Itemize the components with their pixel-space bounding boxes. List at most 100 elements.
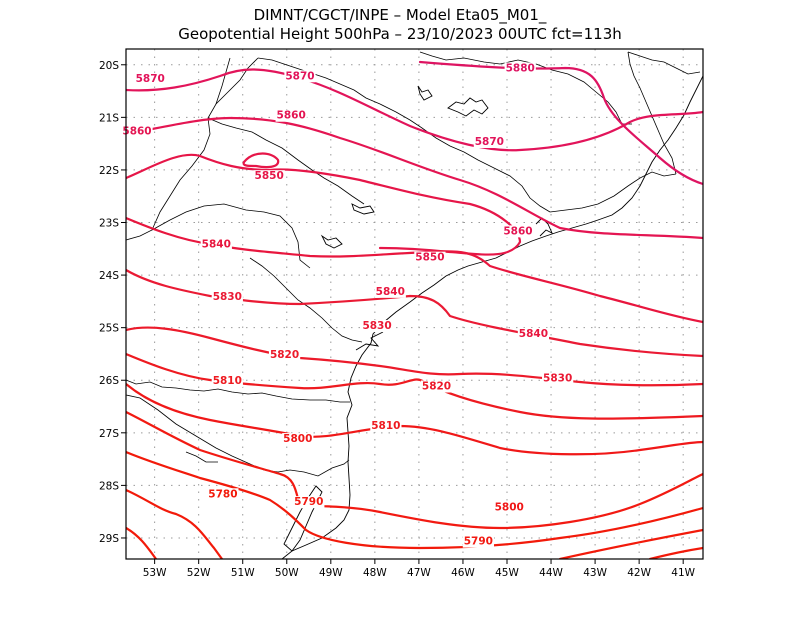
contour-label-background <box>473 136 505 149</box>
contour-label-background <box>361 320 393 333</box>
border-mg-rj <box>549 171 677 213</box>
contour-label-5810: 5810 <box>213 375 242 387</box>
contour-5860 <box>126 116 703 240</box>
contour-label-5830: 5830 <box>543 373 572 385</box>
lon-tick-label: 52W <box>187 567 211 579</box>
contour-label-5880: 5880 <box>506 62 535 74</box>
contour-label-background <box>200 238 232 251</box>
lon-tick-label: 46W <box>451 567 475 579</box>
contour-label-5780: 5780 <box>208 488 237 500</box>
contour-label-background <box>121 125 153 138</box>
contour-5760-east <box>648 546 703 559</box>
contour-5850-closed <box>242 152 280 169</box>
contour-label-5800: 5800 <box>495 501 524 513</box>
contour-5880 <box>418 60 703 186</box>
map-title-line-1: DIMNT/CGCT/INPE – Model Eta05_M01_ <box>254 6 547 25</box>
contour-label-5840: 5840 <box>519 328 548 340</box>
lon-tick-label: 51W <box>231 567 255 579</box>
reservoir-furnas <box>447 97 489 117</box>
contours <box>126 60 703 559</box>
lon-tick-label: 50W <box>275 567 299 579</box>
contour-5780 <box>126 450 703 550</box>
border-es-ba <box>627 51 701 75</box>
contour-label-5870: 5870 <box>285 70 314 82</box>
lat-tick-label: 22S <box>99 165 119 177</box>
contour-labels: 5870 5870 5880 5860 5860 5870 5850 5860 5840 5850… <box>121 62 574 548</box>
contour-5770-east <box>558 528 703 559</box>
border-pr-sp <box>249 257 363 343</box>
contour-label-5860: 5860 <box>277 110 306 122</box>
contour-label-5870: 5870 <box>136 73 165 85</box>
border-rs-sc-west <box>126 379 350 403</box>
map-title-line-2: Geopotential Height 500hPa – 23/10/2023 … <box>178 25 622 43</box>
contour-label-5790: 5790 <box>294 496 323 508</box>
contour-label-5870: 5870 <box>475 136 504 148</box>
contour-5810 <box>126 352 703 420</box>
lat-tick-label: 26S <box>99 375 119 387</box>
border-mg-es <box>627 51 677 175</box>
contour-label-5820: 5820 <box>270 349 299 361</box>
coastline <box>281 75 703 559</box>
contour-label-background <box>370 419 402 432</box>
lon-tick-label: 48W <box>363 567 387 579</box>
lat-tick-label: 25S <box>99 323 119 335</box>
lat-tick-label: 27S <box>99 428 119 440</box>
contour-5770 <box>126 488 224 559</box>
contour-label-background <box>211 375 243 388</box>
lat-tick-label: 23S <box>99 218 119 230</box>
contour-5870 <box>126 68 703 152</box>
lon-tick-label: 53W <box>143 567 167 579</box>
contour-label-5840: 5840 <box>202 239 231 251</box>
contour-label-background <box>374 285 406 298</box>
contour-label-background <box>504 62 536 75</box>
lon-tick-label: 49W <box>319 567 343 579</box>
contour-label-background <box>211 291 243 304</box>
reservoir-itaipu <box>320 234 343 249</box>
contour-label-background <box>207 488 239 501</box>
border-ms-mg <box>207 117 365 205</box>
plot-frame <box>125 48 704 560</box>
contour-label-5800: 5800 <box>283 433 312 445</box>
contour-label-background <box>502 225 534 238</box>
reservoir-tres-marias <box>417 85 433 101</box>
latitude-axis: 20S 21S 22S 23S 24S 25S 26S 27S 28S 29S <box>99 60 126 545</box>
contour-label-background <box>284 70 316 83</box>
contour-label-5830: 5830 <box>213 291 242 303</box>
contour-5760 <box>126 526 158 559</box>
contour-5820 <box>126 326 703 387</box>
border-parana-river <box>126 57 259 241</box>
bay-outline <box>355 331 384 351</box>
lat-tick-label: 21S <box>99 112 119 124</box>
contour-label-background <box>282 433 314 446</box>
contour-label-5820: 5820 <box>422 380 451 392</box>
contour-label-background <box>134 72 166 85</box>
reservoir-parana <box>351 203 375 215</box>
contour-label-background <box>420 380 453 393</box>
lon-tick-label: 45W <box>495 567 519 579</box>
map-geography <box>126 51 703 559</box>
lat-tick-label: 28S <box>99 480 119 492</box>
contour-label-background <box>414 251 446 264</box>
lon-tick-label: 41W <box>671 567 695 579</box>
lon-tick-label: 42W <box>627 567 651 579</box>
border-ms-go <box>215 57 231 105</box>
contour-label-background <box>253 170 285 183</box>
contour-label-background <box>493 501 525 514</box>
lon-tick-label: 47W <box>407 567 431 579</box>
lat-tick-label: 20S <box>99 60 119 72</box>
border-rs-sc-coast <box>185 451 218 463</box>
contour-label-background <box>517 327 550 340</box>
contour-label-5790: 5790 <box>464 536 493 548</box>
contour-label-background <box>462 535 494 548</box>
border-north <box>419 51 632 125</box>
contour-label-background <box>542 372 574 385</box>
lon-tick-label: 43W <box>583 567 607 579</box>
contour-label-background <box>293 496 325 509</box>
longitude-axis: 53W 52W 51W 50W 49W 48W 47W 46W 45W 44W 43W 42W 41W <box>143 559 696 579</box>
contour-label-5850: 5850 <box>255 170 284 182</box>
contour-5830 <box>126 268 703 358</box>
lon-tick-label: 44W <box>539 567 563 579</box>
contour-label-background <box>268 348 301 361</box>
lat-tick-label: 24S <box>99 270 119 282</box>
